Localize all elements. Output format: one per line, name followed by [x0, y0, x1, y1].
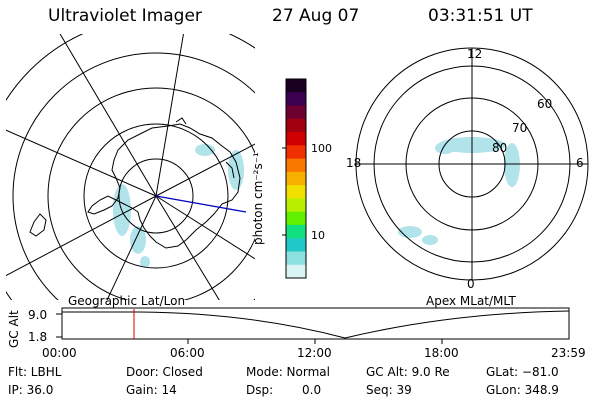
dsp-label: Dsp:: [246, 383, 274, 397]
gain-info: Gain: 14: [126, 383, 177, 397]
colorbar-band: [286, 198, 306, 213]
date-label: 27 Aug 07: [272, 6, 360, 26]
altitude-ytick-1-8: 1.8: [28, 330, 48, 344]
colorbar-tick-label-100: 100: [311, 142, 332, 155]
x-tick-1800: 18:00: [424, 346, 459, 360]
colorbar-band: [286, 105, 306, 120]
x-tick-0600: 06:00: [170, 346, 205, 360]
geographic-panel-label: Geographic Lat/Lon: [68, 294, 186, 308]
mode-info: Mode: Normal: [246, 365, 330, 379]
geographic-map: [6, 34, 255, 300]
colorbar-band: [286, 92, 306, 107]
mlt-label-bottom: 0: [467, 277, 475, 291]
colorbar-band: [286, 118, 306, 133]
seq-info: Seq: 39: [366, 383, 412, 397]
colorbar-band: [286, 158, 306, 173]
ip-info: IP: 36.0: [8, 383, 54, 397]
colorbar-band: [286, 264, 306, 279]
colorbar-band: [286, 224, 306, 239]
x-tick-1200: 12:00: [297, 346, 332, 360]
colorbar-band: [286, 132, 306, 146]
colorbar-tick-label-10: 10: [311, 229, 325, 242]
gc-alt-info: GC Alt: 9.0 Re: [366, 365, 450, 379]
satellite-track: [155, 195, 247, 213]
colorbar-unit-label: photon cm⁻²s⁻¹: [251, 152, 265, 245]
x-tick-2359: 23:59: [551, 346, 586, 360]
mlt-label-right: 6: [576, 156, 584, 170]
colorbar-band: [286, 185, 306, 199]
altitude-ytick-9: 9.0: [28, 308, 48, 322]
altitude-ylabel: GC Alt: [7, 310, 21, 348]
colorbar-frame: [285, 78, 307, 279]
apex-map: [355, 47, 589, 281]
filter-info: Flt: LBHL: [8, 365, 62, 379]
colorbar-band: [286, 79, 306, 93]
colorbar-band: [286, 171, 306, 186]
colorbar-band: [286, 211, 306, 226]
aurora-emission-geographic: [113, 144, 244, 268]
antarctica-coastline: [87, 123, 241, 249]
altitude-plot: [56, 307, 570, 344]
mlat-label-70: 70: [512, 121, 528, 135]
mlt-label-left: 18: [346, 156, 362, 170]
x-tick-0000: 00:00: [42, 346, 77, 360]
app-title: Ultraviolet Imager: [48, 6, 202, 26]
mlat-label-80: 80: [492, 141, 508, 155]
glon-info: GLon: 348.9: [486, 383, 559, 397]
colorbar-band: [286, 145, 306, 160]
colorbar-band: [286, 238, 306, 252]
dsp-value: 0.0: [302, 383, 322, 397]
altitude-curve: [62, 310, 570, 339]
colorbar-band: [286, 251, 306, 266]
time-label: 03:31:51 UT: [428, 6, 533, 26]
mlt-label-top: 12: [467, 47, 483, 61]
door-info: Door: Closed: [126, 365, 203, 379]
colorbar: [286, 79, 306, 279]
glat-info: GLat: −81.0: [486, 365, 559, 379]
apex-panel-label: Apex MLat/MLT: [426, 294, 516, 308]
mlat-label-60: 60: [537, 97, 553, 111]
